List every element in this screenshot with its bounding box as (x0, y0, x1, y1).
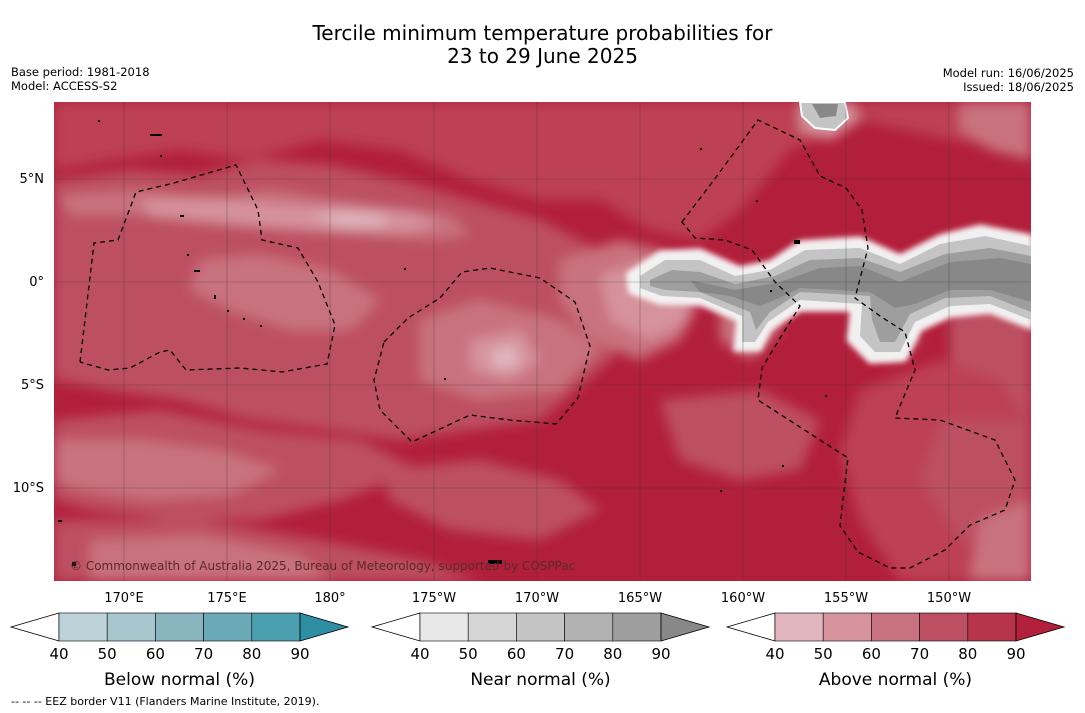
near-normal-tick-label: 90 (651, 645, 670, 663)
below-normal-tick-label: 90 (290, 645, 309, 663)
near-normal-tick-label: 60 (507, 645, 526, 663)
lon-axis: 170°E 175°E 180° 175°W 170°W 165°W 160°W… (104, 591, 971, 606)
above-normal-swatch (774, 612, 824, 642)
base-period-text: Base period: 1981-2018 (11, 65, 150, 79)
issued-text: Issued: 18/06/2025 (963, 80, 1074, 94)
near-normal-colorbar: 40 50 60 70 80 90 Near normal (%) (370, 612, 711, 690)
chart-title: Tercile minimum temperature probabilitie… (0, 22, 1085, 68)
lon-label-175e: 175°E (207, 591, 247, 606)
lon-label-150w: 150°W (927, 591, 971, 606)
above-normal-low-extend (725, 612, 776, 642)
lon-label-170w: 170°W (515, 591, 559, 606)
near-normal-colorbar-title: Near normal (%) (470, 670, 610, 690)
meta-left: Base period: 1981-2018 Model: ACCESS-S2 (11, 65, 150, 93)
lat-label-5n: 5°N (20, 172, 45, 187)
near-normal-tick-label: 80 (603, 645, 622, 663)
above-normal-swatch (822, 612, 872, 642)
title-line-1: Tercile minimum temperature probabilitie… (312, 21, 773, 45)
below-normal-swatch (58, 612, 108, 642)
below-normal-tick-label: 80 (242, 645, 261, 663)
below-normal-swatch (251, 612, 301, 642)
meta-right: Model run: 16/06/2025 Issued: 18/06/2025 (943, 66, 1074, 94)
island-specks (58, 120, 827, 566)
above-normal-tick-label: 60 (862, 645, 881, 663)
below-normal-colorbar-title: Below normal (%) (104, 670, 255, 690)
lon-label-165w: 165°W (618, 591, 662, 606)
above-normal-patches (54, 102, 1031, 581)
model-text: Model: ACCESS-S2 (11, 79, 118, 93)
above-normal-tick-label: 80 (958, 645, 977, 663)
above-normal-tick-label: 90 (1006, 645, 1025, 663)
lon-label-175w: 175°W (412, 591, 456, 606)
above-normal-swatch (967, 612, 1017, 642)
near-normal-swatch (516, 612, 565, 642)
near-normal-low-extend (370, 612, 421, 642)
above-normal-colorbar: 40 50 60 70 80 90 Above normal (%) (725, 612, 1066, 690)
below-normal-tick-label: 70 (194, 645, 213, 663)
near-normal-swatch (612, 612, 662, 642)
model-run-text: Model run: 16/06/2025 (942, 66, 1074, 80)
lon-label-170e: 170°E (104, 591, 144, 606)
copyright-text: © Commonwealth of Australia 2025, Bureau… (70, 559, 575, 573)
above-normal-tick-label: 40 (765, 645, 784, 663)
near-normal-band (626, 102, 1031, 364)
eez-footnote: -- -- -- EEZ border V11 (Flanders Marine… (11, 695, 320, 708)
near-normal-swatch (419, 612, 469, 642)
above-normal-colorbar-title: Above normal (%) (819, 670, 972, 690)
below-normal-high-extend (299, 612, 350, 642)
below-normal-swatch (106, 612, 156, 642)
lon-label-180: 180° (314, 591, 345, 606)
above-normal-swatch (871, 612, 920, 642)
below-normal-swatch (203, 612, 253, 642)
near-normal-swatch (564, 612, 614, 642)
lat-label-5s: 5°S (21, 378, 44, 393)
probability-field: © Commonwealth of Australia 2025, Bureau… (54, 102, 1031, 581)
colorbars: 40 50 60 70 80 90 Below normal (%) 40 50 60 70 80 90… (9, 612, 1066, 690)
lat-label-10s: 10°S (13, 481, 44, 496)
above-normal-tick-label: 70 (910, 645, 929, 663)
below-normal-tick-label: 60 (146, 645, 165, 663)
lat-label-0: 0° (29, 275, 44, 290)
near-normal-high-extend (660, 612, 711, 642)
above-normal-tick-label: 50 (814, 645, 833, 663)
below-normal-swatch (155, 612, 204, 642)
below-normal-colorbar: 40 50 60 70 80 90 Below normal (%) (9, 612, 350, 690)
eez-borders (79, 119, 1016, 569)
near-normal-swatch (467, 612, 517, 642)
above-normal-high-extend (1015, 612, 1066, 642)
near-normal-tick-label: 70 (555, 645, 574, 663)
title-line-2: 23 to 29 June 2025 (447, 44, 638, 68)
near-normal-tick-label: 50 (459, 645, 478, 663)
lon-label-160w: 160°W (721, 591, 765, 606)
below-normal-tick-label: 50 (98, 645, 117, 663)
graticule (54, 102, 1031, 581)
above-normal-swatch (919, 612, 969, 642)
lat-axis: 5°N 0° 5°S 10°S (13, 172, 44, 496)
lon-label-155w: 155°W (824, 591, 868, 606)
near-normal-tick-label: 40 (410, 645, 429, 663)
below-normal-low-extend (9, 612, 60, 642)
below-normal-tick-label: 40 (49, 645, 68, 663)
